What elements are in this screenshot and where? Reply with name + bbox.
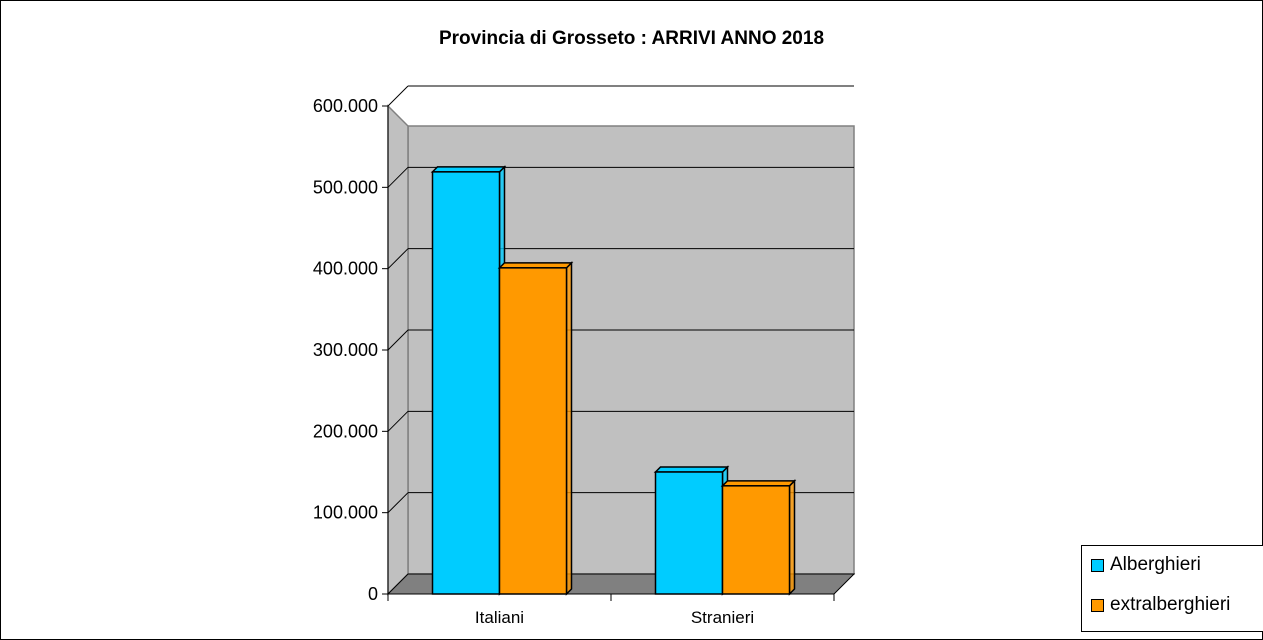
bar-stranieri-alberghieri [654, 471, 724, 595]
bar-italiani-alberghieri [431, 171, 501, 595]
legend-swatch-extralberghieri [1091, 598, 1104, 612]
gridline-side [387, 329, 409, 351]
y-tick-label: 500.000 [313, 177, 378, 197]
legend: Alberghieri extralberghieri [1081, 545, 1263, 632]
y-tick-label: 600.000 [313, 96, 378, 116]
legend-label-alberghieri: Alberghieri [1110, 554, 1201, 575]
legend-item-alberghieri: Alberghieri [1091, 554, 1201, 576]
gridline-side [387, 410, 409, 432]
x-tick-label: Italiani [475, 608, 524, 627]
legend-swatch-alberghieri [1091, 558, 1104, 572]
legend-item-extralberghieri: extralberghieri [1091, 594, 1230, 616]
y-tick-label: 300.000 [313, 340, 378, 360]
bar-stranieri-extralberghieri [721, 485, 791, 595]
y-tick-label: 400.000 [313, 259, 378, 279]
legend-label-extralberghieri: extralberghieri [1110, 594, 1231, 615]
chart-title: Provincia di Grosseto : ARRIVI ANNO 2018 [438, 28, 825, 49]
bar-stranieri-extralberghieri-top [720, 480, 797, 487]
y-tick-label: 0 [368, 584, 378, 604]
y-tick-label: 200.000 [313, 421, 378, 441]
y-tick-label: 100.000 [313, 503, 378, 523]
gridline-side [387, 492, 409, 514]
x-tick-label: Stranieri [691, 608, 754, 627]
gridline-side [387, 166, 409, 188]
bar-italiani-extralberghieri [498, 267, 568, 595]
side-wall [387, 104, 409, 596]
gridline-side [387, 85, 409, 107]
gridline-side [387, 248, 409, 270]
